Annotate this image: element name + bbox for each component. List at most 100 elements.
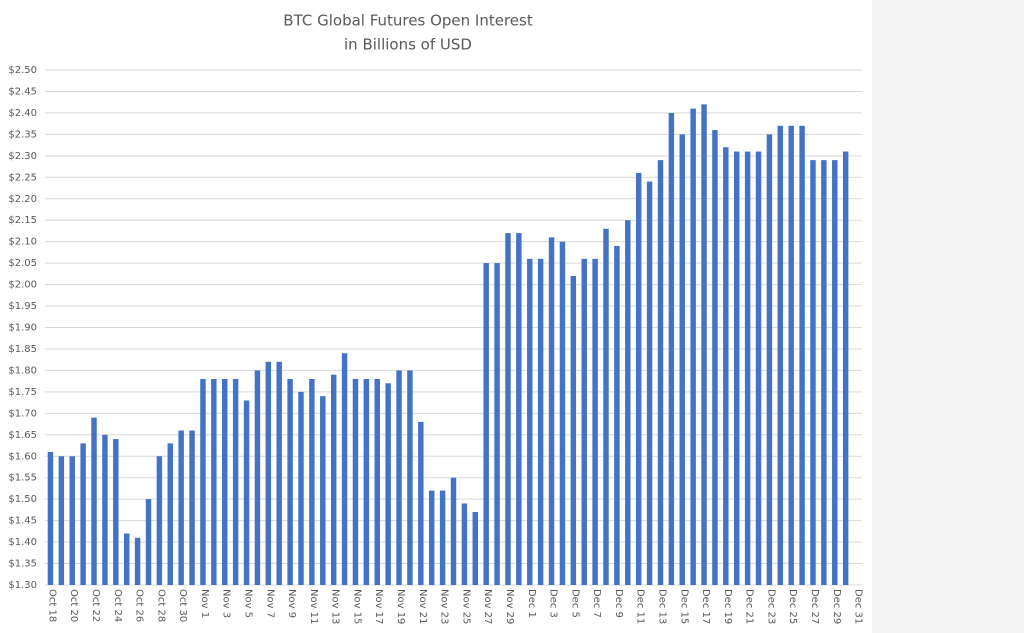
bar	[603, 228, 609, 585]
x-tick-label: Oct 22	[90, 589, 101, 622]
y-tick-label: $2.45	[8, 86, 37, 97]
bar	[167, 443, 173, 585]
bar	[690, 108, 696, 585]
x-tick-label: Nov 21	[417, 589, 428, 624]
y-tick-label: $2.50	[8, 65, 37, 76]
y-tick-label: $1.65	[8, 430, 37, 441]
bar	[777, 125, 784, 586]
x-tick-label: Nov 9	[286, 589, 297, 618]
bar	[265, 361, 272, 585]
bar	[374, 379, 380, 585]
bar	[58, 456, 65, 585]
bar	[450, 477, 457, 585]
bar	[646, 181, 653, 586]
x-tick-label: Dec 19	[722, 589, 733, 624]
bar	[243, 400, 250, 585]
bar	[145, 499, 152, 585]
bar	[581, 258, 587, 585]
y-tick-label: $2.40	[8, 108, 37, 119]
bar	[559, 241, 566, 585]
y-tick-label: $2.00	[8, 280, 37, 291]
y-tick-label: $1.55	[8, 473, 37, 484]
bar	[657, 160, 664, 585]
bar	[222, 379, 228, 585]
bar	[69, 456, 75, 585]
y-tick-label: $1.95	[8, 301, 37, 312]
x-tick-label: Nov 5	[243, 589, 254, 618]
bar	[679, 134, 685, 585]
x-tick-label: Dec 31	[853, 589, 864, 624]
bar	[189, 430, 195, 585]
bar	[80, 443, 86, 585]
bar	[211, 379, 217, 585]
bar	[505, 233, 511, 586]
x-tick-label: Oct 20	[68, 589, 79, 622]
y-tick-label: $2.30	[8, 151, 37, 162]
bar	[47, 451, 54, 585]
bar	[788, 125, 794, 586]
y-tick-label: $1.30	[8, 580, 37, 591]
chart-subtitle: in Billions of USD	[344, 36, 472, 54]
bar	[799, 125, 805, 586]
y-tick-label: $1.60	[8, 451, 37, 462]
x-tick-label: Dec 15	[678, 589, 689, 624]
bar	[309, 379, 315, 585]
x-tick-label: Dec 13	[656, 589, 667, 624]
chart-title: BTC Global Futures Open Interest	[283, 12, 533, 30]
y-tick-label: $2.15	[8, 215, 37, 226]
bar	[276, 361, 282, 585]
x-tick-label: Dec 29	[831, 589, 842, 624]
bar	[548, 237, 555, 585]
x-tick-label: Oct 30	[177, 589, 188, 622]
bar	[298, 391, 304, 585]
y-tick-label: $2.25	[8, 172, 37, 183]
bar	[832, 160, 838, 585]
bar	[527, 258, 533, 585]
x-tick-label: Dec 11	[635, 589, 646, 624]
x-tick-label: Dec 25	[787, 589, 798, 624]
bar	[635, 173, 642, 585]
y-tick-label: $2.10	[8, 237, 37, 248]
x-tick-label: Nov 29	[504, 589, 515, 624]
bar	[385, 383, 391, 585]
x-tick-label: Dec 3	[548, 589, 559, 618]
y-tick-label: $1.40	[8, 537, 37, 548]
bar	[287, 379, 293, 585]
chart-area	[0, 0, 872, 633]
bar	[461, 503, 468, 585]
x-tick-label: Nov 7	[264, 589, 275, 618]
x-tick-label: Dec 27	[809, 589, 820, 624]
bar	[156, 456, 163, 585]
y-tick-label: $1.35	[8, 559, 37, 570]
x-tick-label: Nov 13	[330, 589, 341, 624]
bar	[341, 353, 348, 585]
x-tick-label: Oct 26	[134, 589, 145, 622]
bar	[178, 430, 184, 585]
x-tick-label: Dec 1	[526, 589, 537, 618]
x-tick-label: Nov 15	[351, 589, 362, 624]
x-tick-label: Nov 19	[395, 589, 406, 624]
bar	[363, 379, 370, 585]
x-tick-label: Nov 17	[373, 589, 384, 624]
y-tick-label: $1.45	[8, 516, 37, 527]
x-tick-label: Nov 25	[460, 589, 471, 624]
x-tick-label: Dec 23	[765, 589, 776, 624]
bar	[723, 147, 729, 585]
bar	[842, 151, 849, 585]
y-tick-label: $2.05	[8, 258, 37, 269]
y-tick-label: $1.75	[8, 387, 37, 398]
bar	[701, 104, 707, 585]
x-tick-label: Nov 3	[221, 589, 232, 618]
bar	[570, 276, 577, 585]
bar	[113, 439, 119, 585]
bar	[766, 134, 773, 585]
bar	[712, 130, 718, 586]
y-tick-label: $1.50	[8, 494, 37, 505]
bar	[592, 258, 598, 585]
bar	[330, 374, 337, 585]
bar	[439, 490, 446, 585]
bar	[407, 370, 413, 585]
bar	[134, 537, 141, 585]
